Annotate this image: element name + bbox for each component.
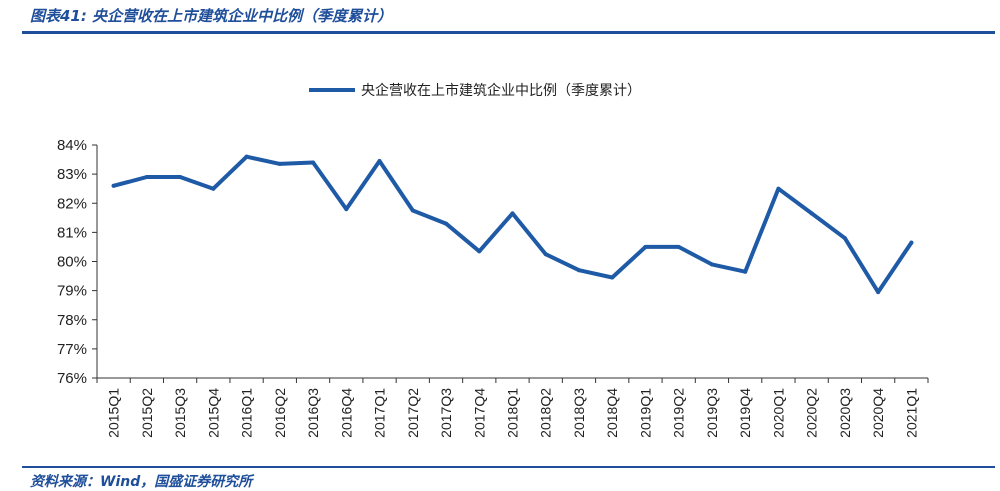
x-tick-label: 2016Q1 <box>239 388 255 438</box>
data-point <box>277 161 282 166</box>
figure-header: 图表41: 央企营收在上市建筑企业中比例（季度累计） <box>0 0 1000 34</box>
x-tick-label: 2017Q4 <box>471 388 487 438</box>
x-tick-label: 2019Q4 <box>737 388 753 438</box>
x-tick-label: 2018Q4 <box>604 388 620 438</box>
x-tick-label: 2015Q3 <box>172 388 188 438</box>
x-tick-label: 2017Q2 <box>405 388 421 438</box>
data-point <box>643 244 648 249</box>
data-point <box>709 262 714 267</box>
data-point <box>111 183 116 188</box>
x-tick-label: 2020Q1 <box>770 388 786 438</box>
header-divider <box>22 31 995 34</box>
y-tick-label: 83% <box>57 166 87 183</box>
x-tick-label: 2019Q1 <box>637 388 653 438</box>
y-tick-label: 77% <box>57 341 87 358</box>
x-tick-label: 2016Q3 <box>305 388 321 438</box>
data-point <box>444 221 449 226</box>
series-line <box>111 154 914 295</box>
y-tick-label: 80% <box>57 254 87 271</box>
x-tick-label: 2015Q1 <box>106 388 122 438</box>
figure-title: 图表41: 央企营收在上市建筑企业中比例（季度累计） <box>30 7 393 25</box>
y-tick-label: 84% <box>57 137 87 154</box>
x-tick-label: 2018Q2 <box>538 388 554 438</box>
data-point <box>377 159 382 164</box>
x-tick-label: 2015Q4 <box>205 388 221 438</box>
x-tick-label: 2019Q2 <box>671 388 687 438</box>
x-tick-label: 2017Q1 <box>372 388 388 438</box>
legend-label: 央企营收在上市建筑企业中比例（季度累计） <box>361 82 641 99</box>
data-point <box>244 154 249 159</box>
x-tick-label: 2018Q3 <box>571 388 587 438</box>
data-point <box>477 249 482 254</box>
data-point <box>842 236 847 241</box>
footer-divider <box>22 466 995 468</box>
data-point <box>876 290 881 295</box>
data-point <box>344 207 349 212</box>
x-tick-label: 2018Q1 <box>505 388 521 438</box>
data-point <box>776 186 781 191</box>
data-point <box>410 208 415 213</box>
x-tick-label: 2020Q3 <box>837 388 853 438</box>
x-tick-label: 2016Q2 <box>272 388 288 438</box>
data-point <box>311 160 316 165</box>
line-chart: 央企营收在上市建筑企业中比例（季度累计） 76% 77% 78% 79% 80% 81% 82… <box>57 82 929 438</box>
data-point <box>610 275 615 280</box>
data-point <box>809 211 814 216</box>
data-point <box>211 186 216 191</box>
source-note: 资料来源：Wind，国盛证券研究所 <box>30 474 253 490</box>
x-tick-label: 2020Q2 <box>804 388 820 438</box>
y-tick-label: 82% <box>57 195 87 212</box>
x-tick-label: 2017Q3 <box>438 388 454 438</box>
data-point <box>676 244 681 249</box>
x-tick-label: 2016Q4 <box>338 388 354 438</box>
data-point <box>510 211 515 216</box>
data-point <box>909 240 914 245</box>
y-tick-label: 79% <box>57 283 87 300</box>
data-point <box>543 252 548 257</box>
y-tick-label: 78% <box>57 312 87 329</box>
y-tick-label: 81% <box>57 224 87 241</box>
data-point <box>743 269 748 274</box>
data-point <box>178 175 183 180</box>
y-tick-label: 76% <box>57 370 87 387</box>
x-tick-label: 2020Q4 <box>870 388 886 438</box>
x-tick-label: 2019Q3 <box>704 388 720 438</box>
x-tick-label: 2015Q2 <box>139 388 155 438</box>
data-point <box>144 175 149 180</box>
data-point <box>576 268 581 273</box>
x-tick-label: 2021Q1 <box>903 388 919 438</box>
